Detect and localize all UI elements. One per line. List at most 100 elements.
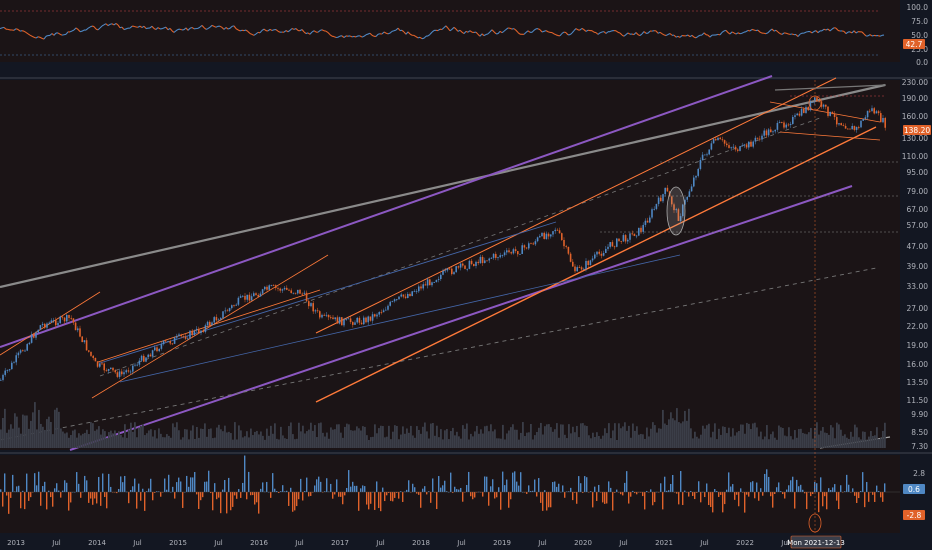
histogram-bar: [858, 492, 860, 499]
volume-bar: [674, 420, 676, 448]
histogram-bar: [456, 489, 458, 492]
oscillator-segment: [799, 32, 803, 35]
candle-body: [363, 317, 365, 325]
candle-body: [376, 314, 378, 317]
volume-bars: [0, 402, 886, 448]
candle-body: [708, 149, 710, 155]
histogram-bar: [530, 490, 532, 492]
purple-channel-lower[interactable]: [69, 185, 853, 451]
orange-channel-upper[interactable]: [315, 77, 837, 334]
histogram-bar: [566, 491, 568, 493]
oscillator-segment: [73, 27, 77, 31]
oscillator-segment: [229, 25, 233, 29]
oscillator-segment: [287, 29, 291, 33]
candle-body: [536, 237, 539, 242]
oscillator-segment: [211, 24, 215, 27]
candle-body: [147, 354, 149, 358]
volume-bar: [742, 424, 744, 448]
histogram-bar: [818, 492, 820, 513]
histogram-bar: [642, 492, 644, 497]
purple-channel-upper[interactable]: [0, 75, 773, 348]
volume-bar: [530, 423, 532, 448]
volume-bar: [844, 434, 846, 448]
volume-bar: [440, 429, 442, 448]
candle-body: [352, 322, 354, 325]
time-tick-label: 2018: [412, 539, 430, 547]
volume-bar: [0, 429, 2, 448]
candle-body: [77, 328, 79, 331]
time-axis[interactable]: 2013 Jul 2014 Jul 2015 Jul 2016 Jul 2017 Jul 2018 J…: [7, 539, 835, 547]
orange-channel-lower[interactable]: [315, 126, 877, 403]
price-axis[interactable]: 230.00190.00160.00130.00110.0095.0079.00…: [902, 78, 928, 451]
volume-bar: [694, 431, 696, 448]
oscillator-pane[interactable]: [0, 0, 900, 62]
long-term-trendline[interactable]: [0, 83, 886, 289]
orange-small-channel-3[interactable]: [97, 289, 321, 363]
candle-body: [473, 264, 475, 266]
oscillator-segment: [445, 25, 449, 29]
oscillator-segment: [751, 28, 755, 31]
volume-bar: [456, 431, 458, 448]
oscillator-segment: [375, 33, 379, 37]
candle-body: [451, 268, 453, 275]
oscillator-segment: [723, 29, 727, 32]
trendline-drawings[interactable]: [0, 75, 900, 451]
histogram-bar: [828, 488, 830, 492]
oscillator-segment: [585, 29, 589, 32]
histogram-bar: [866, 481, 868, 492]
volume-bar: [790, 436, 792, 448]
oscillator-segment: [113, 22, 117, 26]
histogram-bar: [546, 492, 548, 511]
price-axis-column[interactable]: [900, 0, 932, 533]
histogram-bar: [852, 488, 854, 492]
oscillator-segment: [187, 27, 191, 31]
histogram-bar: [488, 492, 490, 506]
histogram-bar: [780, 491, 782, 492]
orange-wedge-lower[interactable]: [779, 131, 881, 141]
candle-body: [314, 310, 317, 312]
highlight-ellipse[interactable]: [666, 186, 686, 236]
candle-body: [858, 126, 860, 128]
histogram-bar: [454, 486, 456, 492]
axis-tick-label: 190.00: [902, 94, 928, 103]
candle-body: [182, 336, 185, 337]
volume-bar: [534, 435, 536, 448]
time-tick-label: Jul: [375, 539, 385, 547]
histogram-bar: [386, 492, 388, 496]
grey-upper-line[interactable]: [774, 84, 887, 91]
volume-bar: [302, 425, 304, 448]
volume-bar: [246, 431, 248, 448]
blue-trendline-lower[interactable]: [119, 254, 681, 383]
orange-wedge-upper[interactable]: [769, 101, 881, 123]
oscillator-segment: [267, 28, 271, 32]
candle-body: [833, 113, 836, 118]
volume-bar: [542, 434, 544, 448]
histogram-bar: [216, 492, 218, 500]
volume-bar: [102, 429, 104, 448]
candle-body: [717, 137, 719, 141]
histogram-bar: [182, 492, 184, 508]
candle-body: [319, 311, 321, 318]
blue-trendline[interactable]: [99, 221, 557, 364]
histogram-bar: [10, 492, 12, 498]
histogram-bar: [238, 489, 240, 492]
oscillator-segment: [631, 33, 635, 36]
oscillator-segment: [291, 27, 295, 30]
price-pane[interactable]: [0, 80, 900, 450]
oscillator-segment: [23, 30, 27, 33]
volume-bar: [432, 422, 434, 448]
histogram-bar: [62, 490, 64, 492]
histogram-bar: [506, 479, 508, 492]
volume-bar: [864, 431, 866, 448]
volume-bar: [66, 432, 68, 448]
oscillator-segment: [305, 32, 309, 35]
candle-body: [814, 97, 816, 102]
histogram-bar: [414, 487, 416, 492]
volume-bar: [606, 433, 608, 448]
histogram-pane[interactable]: [0, 455, 900, 533]
candle-body: [393, 299, 396, 302]
oscillator-segment: [213, 25, 217, 28]
candle-body: [233, 305, 235, 307]
oscillator-axis[interactable]: 100.075.050.025.00.0: [907, 3, 929, 67]
